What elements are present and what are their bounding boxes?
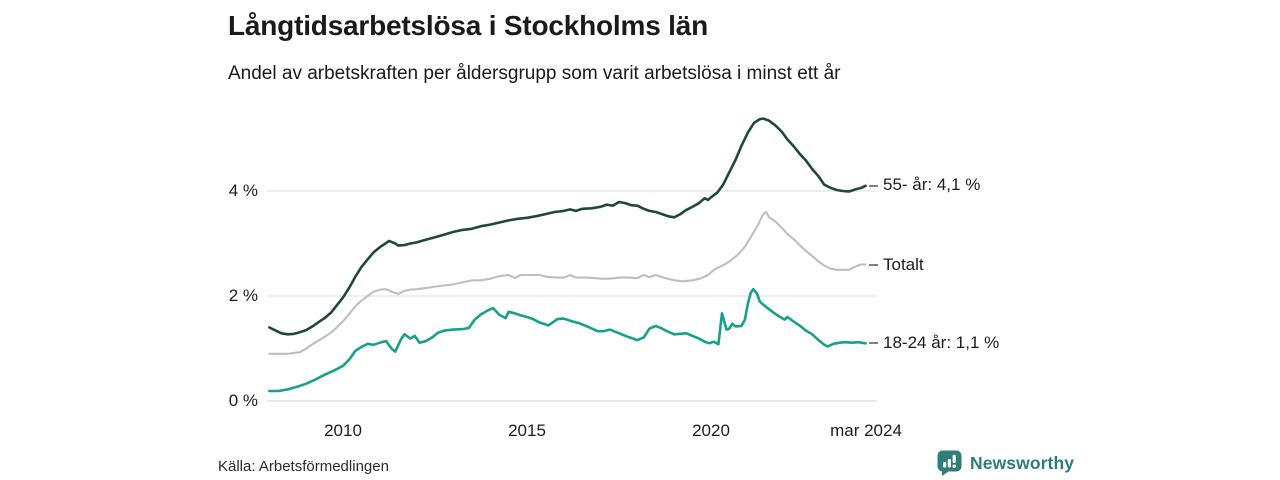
- y-axis-tick-0pct: 0 %: [228, 391, 258, 410]
- series-line-18-24: [268, 287, 867, 393]
- chart-title: Långtidsarbetslösa i Stockholms län: [228, 10, 709, 41]
- x-axis-tick-2010: 2010: [324, 421, 362, 440]
- series-label-18-24: 18-24 år: 1,1 %: [883, 333, 1000, 352]
- brand-name: Newsworthy: [970, 452, 1075, 473]
- y-axis-tick-2pct: 2 %: [228, 286, 258, 305]
- newsworthy-logo[interactable]: Newsworthy: [936, 449, 1074, 477]
- x-axis-tick-2015: 2015: [508, 421, 546, 440]
- gridlines: [267, 190, 877, 402]
- series-label-55plus: 55- år: 4,1 %: [883, 175, 981, 194]
- x-axis-tick-mar-2024: mar 2024: [830, 421, 902, 440]
- bar-chart-speech-bubble-icon: [937, 450, 962, 476]
- x-axis-tick-2020: 2020: [692, 421, 730, 440]
- series-lines: [268, 117, 867, 393]
- chart-subtitle: Andel av arbetskraften per åldersgrupp s…: [228, 63, 841, 84]
- series-label-ticks: [869, 185, 878, 344]
- source-note: Källa: Arbetsförmedlingen: [218, 458, 389, 475]
- series-line-55plus: [268, 117, 867, 336]
- series-line-totalt: [268, 210, 867, 355]
- series-label-totalt: Totalt: [883, 255, 924, 274]
- y-axis-tick-4pct: 4 %: [228, 181, 258, 200]
